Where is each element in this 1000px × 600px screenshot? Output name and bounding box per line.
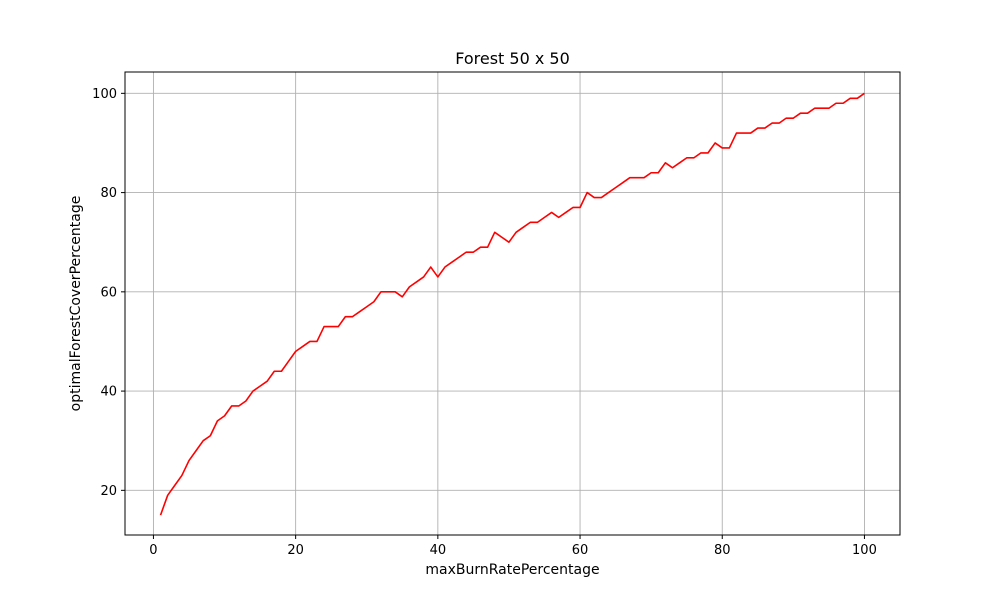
x-tick-label: 40 [430,543,447,558]
axis-ticks: 0 20 40 60 80 100 20 40 60 80 100 [92,87,877,558]
plot-frame [124,71,901,536]
y-tick-label: 60 [100,285,117,300]
x-tick-label: 20 [287,543,304,558]
y-axis-label: optimalForestCoverPercentage [68,196,84,412]
x-axis-label: maxBurnRatePercentage [425,562,599,578]
x-tick-label: 60 [572,543,589,558]
x-tick-label: 100 [852,543,877,558]
x-tick-label: 80 [714,543,731,558]
y-tick-label: 100 [92,87,117,102]
series-layer [159,92,865,516]
y-tick-label: 20 [100,484,117,499]
data-series-line [159,92,865,516]
x-tick-label: 0 [149,543,157,558]
y-tick-label: 80 [100,186,117,201]
y-tick-label: 40 [100,385,117,400]
grid-lines [125,72,900,535]
chart-title: Forest 50 x 50 [455,49,570,68]
